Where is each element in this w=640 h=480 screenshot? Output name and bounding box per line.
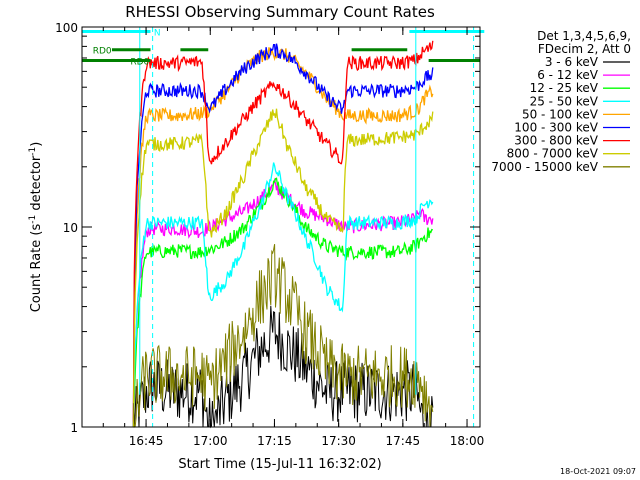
x-tick-label: 18:00 <box>450 434 485 448</box>
legend-entry-label: 800 - 7000 keV <box>507 147 599 161</box>
legend: Det 1,3,4,5,6,9, FDecim 2, Att 0 3 - 6 k… <box>491 29 631 174</box>
x-axis-label: Start Time (15-Jul-11 16:32:02) <box>178 457 381 472</box>
generation-timestamp: 18-Oct-2021 09:07 <box>560 467 636 476</box>
annotation-label-rd0: RD0 <box>93 47 112 57</box>
legend-entry-label: 25 - 50 keV <box>530 94 599 108</box>
y-tick-label: 1 <box>70 421 78 435</box>
y-axis-label: Count Rate (s-1 detector-1) <box>28 142 44 313</box>
legend-header-line-2: FDecim 2, Att 0 <box>538 42 631 56</box>
chart-title: RHESSI Observing Summary Count Rates <box>125 3 435 21</box>
legend-entry-label: 6 - 12 keV <box>537 68 599 82</box>
legend-entry-label: 3 - 6 keV <box>545 55 599 69</box>
legend-entry-label: 12 - 25 keV <box>530 81 599 95</box>
series-line-800-7000-kev <box>132 108 434 428</box>
series-line-50-100-kev <box>132 47 434 428</box>
annotation-layer: N RD0 RD0 <box>82 27 485 427</box>
x-axis: 16:45 17:00 17:15 17:30 17:45 18:00 <box>102 27 485 448</box>
legend-entry-label: 100 - 300 keV <box>514 121 598 135</box>
legend-entry-label: 7000 - 15000 keV <box>491 160 598 174</box>
series-line-100-300-kev <box>132 43 434 428</box>
x-tick-label: 17:00 <box>193 434 228 448</box>
x-tick-label: 17:45 <box>386 434 421 448</box>
y-tick-label: 100 <box>55 21 78 35</box>
annotation-label-n: N <box>154 28 161 38</box>
legend-entry-label: 300 - 800 keV <box>514 134 598 148</box>
legend-header-line-1: Det 1,3,4,5,6,9, <box>537 29 631 43</box>
series-line-7000-15000-kev <box>132 244 434 428</box>
y-axis: 1 10 100 <box>55 21 480 435</box>
annotation-label-rd0: RD0 <box>130 57 149 67</box>
series-layer <box>132 40 434 429</box>
series-line-3-6-kev <box>132 305 434 429</box>
series-line-300-800-kev <box>132 40 434 422</box>
x-tick-label: 17:15 <box>257 434 292 448</box>
y-tick-label: 10 <box>63 221 78 235</box>
series-line-12-25-kev <box>132 177 433 428</box>
legend-entry-label: 50 - 100 keV <box>522 107 599 121</box>
series-line-25-50-kev <box>132 162 434 428</box>
x-tick-label: 17:30 <box>321 434 356 448</box>
x-tick-label: 16:45 <box>129 434 164 448</box>
